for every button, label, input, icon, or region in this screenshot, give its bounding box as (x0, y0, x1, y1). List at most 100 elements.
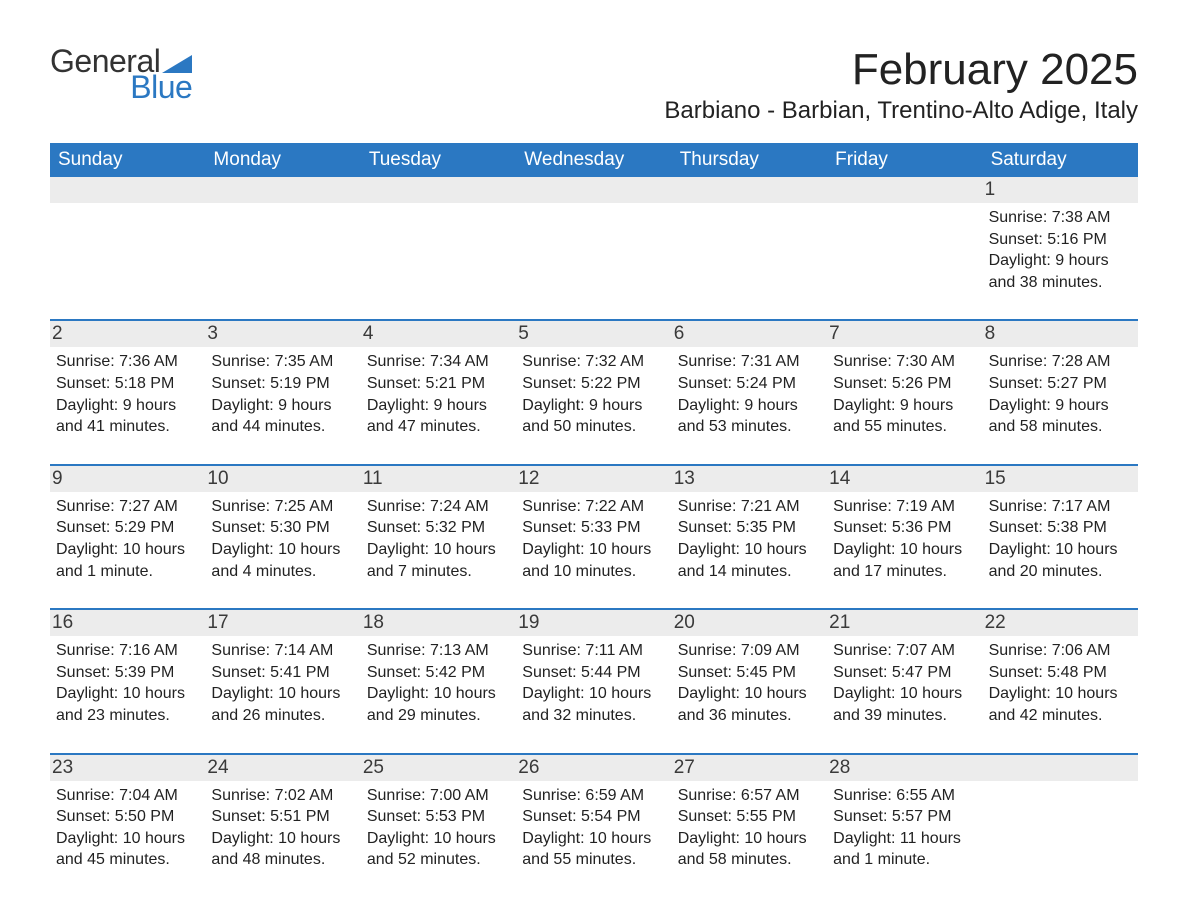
day-dl1: Daylight: 9 hours (56, 395, 199, 417)
day-dl1: Daylight: 9 hours (989, 250, 1132, 272)
day-sunset: Sunset: 5:54 PM (522, 806, 665, 828)
day-sunset: Sunset: 5:30 PM (211, 517, 354, 539)
calendar: Sunday Monday Tuesday Wednesday Thursday… (50, 143, 1138, 875)
day-dl2: and 41 minutes. (56, 416, 199, 438)
day-dl2: and 42 minutes. (989, 705, 1132, 727)
day-number: 18 (361, 610, 516, 636)
day-dl2: and 55 minutes. (522, 849, 665, 871)
day-number (983, 755, 1138, 781)
day-dl2: and 48 minutes. (211, 849, 354, 871)
day-cell (983, 755, 1138, 875)
day-sunset: Sunset: 5:32 PM (367, 517, 510, 539)
day-number (672, 177, 827, 203)
day-number: 23 (50, 755, 205, 781)
day-dl2: and 17 minutes. (833, 561, 976, 583)
day-number: 9 (50, 466, 205, 492)
weeks-container: 1Sunrise: 7:38 AMSunset: 5:16 PMDaylight… (50, 177, 1138, 875)
day-cell: 3Sunrise: 7:35 AMSunset: 5:19 PMDaylight… (205, 321, 360, 441)
day-dl1: Daylight: 9 hours (522, 395, 665, 417)
day-details: Sunrise: 7:02 AMSunset: 5:51 PMDaylight:… (211, 785, 354, 871)
weekday-sunday: Sunday (50, 143, 205, 177)
day-sunrise: Sunrise: 7:34 AM (367, 351, 510, 373)
day-dl1: Daylight: 10 hours (522, 539, 665, 561)
day-dl2: and 26 minutes. (211, 705, 354, 727)
day-dl2: and 45 minutes. (56, 849, 199, 871)
day-details: Sunrise: 7:36 AMSunset: 5:18 PMDaylight:… (56, 351, 199, 437)
day-cell: 20Sunrise: 7:09 AMSunset: 5:45 PMDayligh… (672, 610, 827, 730)
day-sunset: Sunset: 5:29 PM (56, 517, 199, 539)
day-dl2: and 20 minutes. (989, 561, 1132, 583)
weekday-header-row: Sunday Monday Tuesday Wednesday Thursday… (50, 143, 1138, 177)
day-sunset: Sunset: 5:39 PM (56, 662, 199, 684)
day-cell (361, 177, 516, 297)
day-sunset: Sunset: 5:55 PM (678, 806, 821, 828)
day-details: Sunrise: 7:06 AMSunset: 5:48 PMDaylight:… (989, 640, 1132, 726)
day-cell: 9Sunrise: 7:27 AMSunset: 5:29 PMDaylight… (50, 466, 205, 586)
day-details: Sunrise: 7:24 AMSunset: 5:32 PMDaylight:… (367, 496, 510, 582)
day-sunrise: Sunrise: 7:22 AM (522, 496, 665, 518)
day-details: Sunrise: 7:14 AMSunset: 5:41 PMDaylight:… (211, 640, 354, 726)
day-number: 2 (50, 321, 205, 347)
day-sunrise: Sunrise: 7:04 AM (56, 785, 199, 807)
day-sunrise: Sunrise: 7:30 AM (833, 351, 976, 373)
day-dl1: Daylight: 9 hours (989, 395, 1132, 417)
day-dl1: Daylight: 10 hours (56, 828, 199, 850)
day-sunset: Sunset: 5:47 PM (833, 662, 976, 684)
day-dl2: and 32 minutes. (522, 705, 665, 727)
day-dl1: Daylight: 10 hours (678, 828, 821, 850)
day-details: Sunrise: 7:35 AMSunset: 5:19 PMDaylight:… (211, 351, 354, 437)
day-sunrise: Sunrise: 7:02 AM (211, 785, 354, 807)
day-cell: 14Sunrise: 7:19 AMSunset: 5:36 PMDayligh… (827, 466, 982, 586)
day-details: Sunrise: 6:55 AMSunset: 5:57 PMDaylight:… (833, 785, 976, 871)
day-sunset: Sunset: 5:57 PM (833, 806, 976, 828)
day-number (50, 177, 205, 203)
day-dl1: Daylight: 10 hours (989, 539, 1132, 561)
day-sunrise: Sunrise: 7:32 AM (522, 351, 665, 373)
day-sunset: Sunset: 5:26 PM (833, 373, 976, 395)
day-number: 13 (672, 466, 827, 492)
weekday-wednesday: Wednesday (516, 143, 671, 177)
day-number: 16 (50, 610, 205, 636)
day-dl1: Daylight: 10 hours (56, 683, 199, 705)
day-sunset: Sunset: 5:51 PM (211, 806, 354, 828)
day-sunrise: Sunrise: 6:55 AM (833, 785, 976, 807)
day-details: Sunrise: 7:34 AMSunset: 5:21 PMDaylight:… (367, 351, 510, 437)
day-dl2: and 1 minute. (833, 849, 976, 871)
day-sunrise: Sunrise: 7:36 AM (56, 351, 199, 373)
day-cell: 26Sunrise: 6:59 AMSunset: 5:54 PMDayligh… (516, 755, 671, 875)
day-cell: 27Sunrise: 6:57 AMSunset: 5:55 PMDayligh… (672, 755, 827, 875)
day-sunset: Sunset: 5:33 PM (522, 517, 665, 539)
day-number: 15 (983, 466, 1138, 492)
day-dl1: Daylight: 10 hours (833, 539, 976, 561)
day-cell: 11 Sunrise: 7:24 AMSunset: 5:32 PMDayligh… (361, 466, 516, 586)
day-number: 28 (827, 755, 982, 781)
day-sunrise: Sunrise: 7:21 AM (678, 496, 821, 518)
day-sunrise: Sunrise: 7:25 AM (211, 496, 354, 518)
day-sunset: Sunset: 5:41 PM (211, 662, 354, 684)
day-cell: 15Sunrise: 7:17 AMSunset: 5:38 PMDayligh… (983, 466, 1138, 586)
day-sunset: Sunset: 5:21 PM (367, 373, 510, 395)
day-sunset: Sunset: 5:42 PM (367, 662, 510, 684)
day-dl1: Daylight: 10 hours (211, 828, 354, 850)
day-sunset: Sunset: 5:18 PM (56, 373, 199, 395)
day-dl2: and 4 minutes. (211, 561, 354, 583)
day-number (827, 177, 982, 203)
day-dl1: Daylight: 9 hours (833, 395, 976, 417)
week-row: 9Sunrise: 7:27 AMSunset: 5:29 PMDaylight… (50, 464, 1138, 586)
day-sunrise: Sunrise: 7:14 AM (211, 640, 354, 662)
day-dl1: Daylight: 10 hours (367, 539, 510, 561)
day-number: 11 (361, 466, 516, 492)
day-details: Sunrise: 7:07 AMSunset: 5:47 PMDaylight:… (833, 640, 976, 726)
month-title: February 2025 (664, 45, 1138, 95)
day-sunrise: Sunrise: 7:17 AM (989, 496, 1132, 518)
day-sunset: Sunset: 5:19 PM (211, 373, 354, 395)
day-sunset: Sunset: 5:27 PM (989, 373, 1132, 395)
day-sunset: Sunset: 5:22 PM (522, 373, 665, 395)
day-dl2: and 55 minutes. (833, 416, 976, 438)
weekday-friday: Friday (827, 143, 982, 177)
day-cell (827, 177, 982, 297)
day-dl2: and 47 minutes. (367, 416, 510, 438)
day-cell: 6Sunrise: 7:31 AMSunset: 5:24 PMDaylight… (672, 321, 827, 441)
day-cell: 16Sunrise: 7:16 AMSunset: 5:39 PMDayligh… (50, 610, 205, 730)
day-sunset: Sunset: 5:16 PM (989, 229, 1132, 251)
